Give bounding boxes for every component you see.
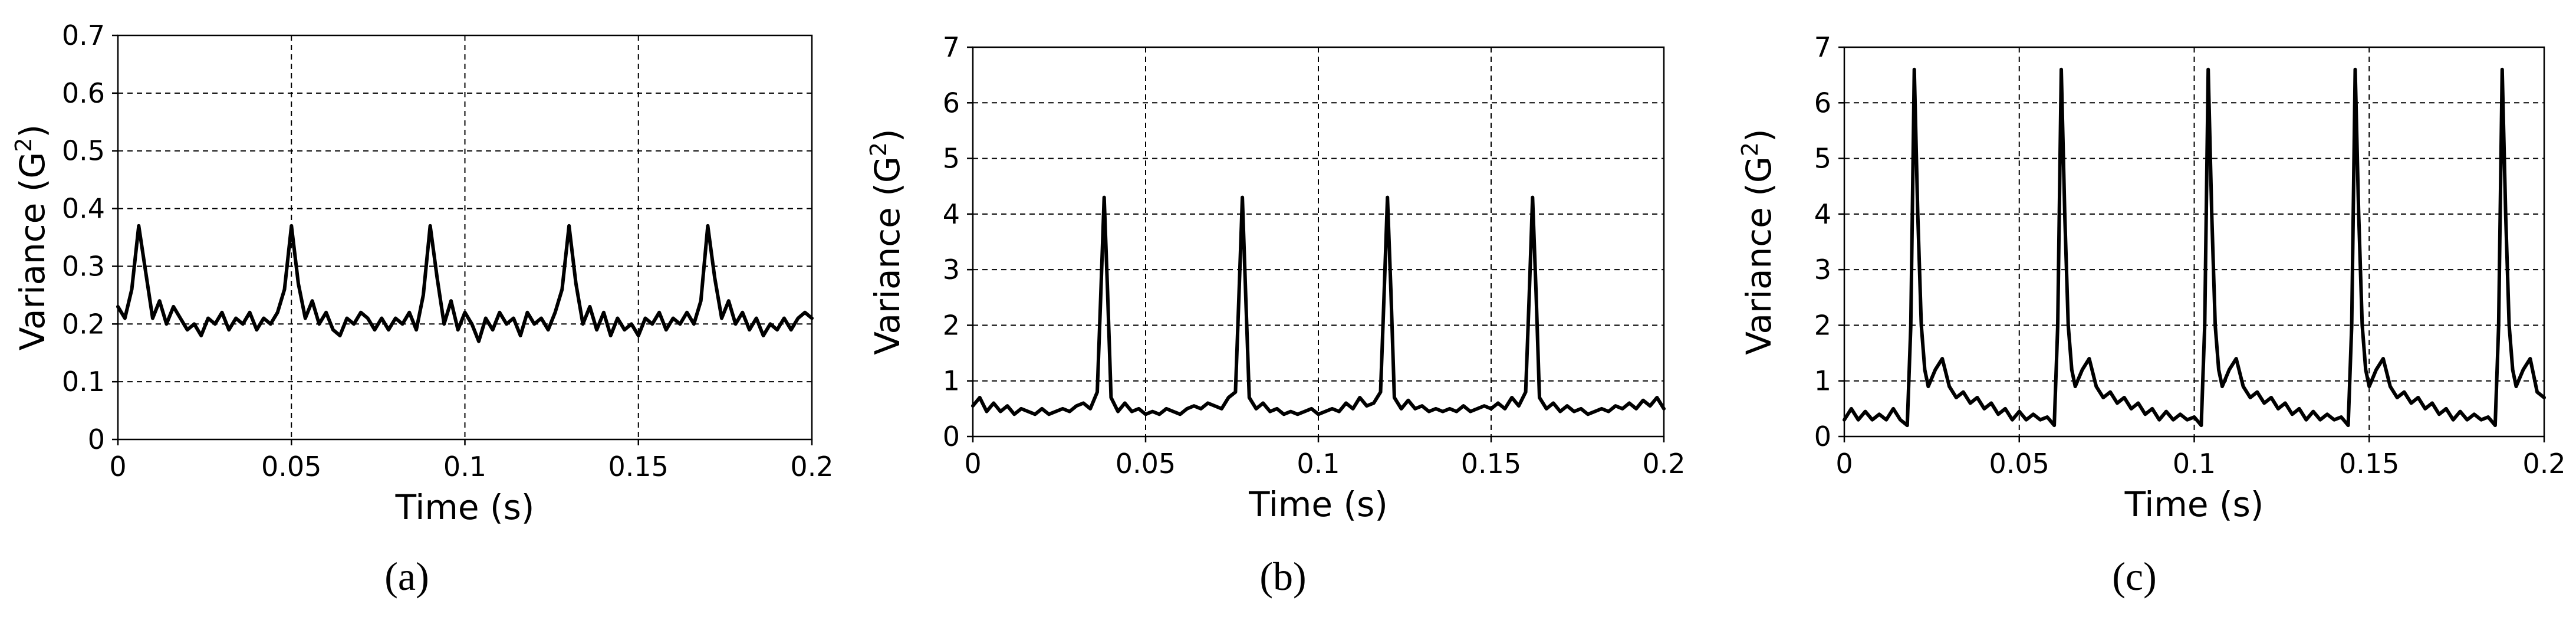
- chart-a: 0 0.1 0.2 0.3 0.4 0.5 0.6 0.7 0 0.05 0.1 0.15 0.2 Tim…: [11, 19, 834, 599]
- chart-a-xtick-label: 0.1: [443, 451, 486, 483]
- chart-b-xtick-label: 0.2: [1642, 448, 1685, 480]
- chart-b-xtick-label: 0: [964, 448, 981, 480]
- chart-a-ytick-label: 0.5: [62, 135, 105, 167]
- chart-a-ytick-label: 0: [88, 424, 105, 455]
- chart-c-caption: (c): [2112, 554, 2156, 599]
- chart-c-frame: [1843, 46, 2545, 438]
- chart-c-ytick-label: 3: [1814, 254, 1831, 285]
- chart-c-ytick-label: 5: [1814, 143, 1831, 175]
- chart-c-ylabel: Variance (G2): [1737, 129, 1779, 355]
- chart-b-xtick-label: 0.05: [1116, 448, 1176, 480]
- chart-b-ylabel-sup: 2: [866, 142, 891, 156]
- chart-a-ylabel-text: Variance (G: [12, 152, 52, 351]
- chart-c-ylabel-text: Variance (G: [1739, 156, 1779, 355]
- chart-a-ytick-label: 0.4: [62, 193, 105, 225]
- chart-a-ylabel: Variance (G2): [11, 124, 52, 350]
- chart-b-ylabel: Variance (G2): [866, 129, 907, 355]
- chart-b-ytick-label: 0: [943, 421, 960, 452]
- chart-c-ytick-label: 4: [1814, 198, 1831, 230]
- chart-c-xtick-label: 0.2: [2522, 448, 2565, 480]
- chart-b-caption: (b): [1259, 554, 1306, 599]
- chart-b-ytick-label: 3: [943, 254, 960, 285]
- chart-b-ytick-label: 1: [943, 365, 960, 397]
- chart-b-ylabel-text: Variance (G: [867, 156, 907, 355]
- chart-b-xtick-label: 0.1: [1297, 448, 1340, 480]
- chart-a-ytick-label: 0.2: [62, 308, 105, 340]
- chart-a-xlabel: Time (s): [395, 487, 535, 527]
- chart-b-ytick-label: 6: [943, 87, 960, 119]
- chart-a-series-line: [116, 224, 814, 343]
- chart-c-ytick-label: 0: [1814, 421, 1831, 452]
- chart-b-xtick-label: 0.15: [1461, 448, 1521, 480]
- chart-c-xlabel: Time (s): [2124, 484, 2264, 524]
- chart-a-xtick-label: 0.2: [790, 451, 833, 483]
- chart-c-ytick-label: 7: [1814, 31, 1831, 63]
- chart-b-series-line: [971, 195, 1666, 416]
- chart-b-ytick-label: 4: [943, 198, 960, 230]
- chart-c-xtick-label: 0: [1835, 448, 1853, 480]
- chart-c-xtick-label: 0.15: [2339, 448, 2399, 480]
- chart-c-xtick-label: 0.1: [2173, 448, 2216, 480]
- chart-b-ytick-label: 2: [943, 309, 960, 341]
- chart-c-xtick-label: 0.05: [1989, 448, 2049, 480]
- chart-a-ytick-label: 0.3: [62, 250, 105, 282]
- chart-b-frame: [972, 46, 1665, 438]
- chart-a-xtick-label: 0: [109, 451, 126, 483]
- chart-a-xtick-label: 0.05: [261, 451, 321, 483]
- chart-b: 0 1 2 3 4 5 6 7 0 0.05 0.1 0.15 0.2 Time (s) Variance …: [866, 31, 1686, 599]
- chart-c: 0 1 2 3 4 5 6 7 0 0.05 0.1 0.15 0.2 Time (s) Variance …: [1737, 31, 2566, 599]
- chart-b-xlabel: Time (s): [1248, 484, 1388, 524]
- chart-a-ylabel-end: ): [12, 124, 52, 138]
- chart-b-ytick-label: 5: [943, 143, 960, 175]
- chart-a-caption: (a): [384, 554, 429, 599]
- chart-c-ylabel-end: ): [1739, 129, 1779, 142]
- chart-a-xtick-label: 0.15: [608, 451, 669, 483]
- chart-c-ytick-label: 1: [1814, 365, 1831, 397]
- chart-a-ytick-label: 0.1: [62, 366, 105, 398]
- chart-b-ytick-label: 7: [943, 31, 960, 63]
- chart-a-ytick-label: 0.7: [62, 19, 105, 51]
- chart-a-ylabel-sup: 2: [11, 137, 37, 152]
- chart-a-ytick-label: 0.6: [62, 77, 105, 109]
- chart-a-frame: [117, 34, 813, 441]
- chart-c-ytick-label: 2: [1814, 309, 1831, 341]
- chart-c-ylabel-sup: 2: [1737, 142, 1763, 156]
- chart-c-series-line: [1843, 67, 2546, 428]
- chart-c-ytick-label: 6: [1814, 87, 1831, 119]
- chart-b-ylabel-end: ): [867, 129, 907, 142]
